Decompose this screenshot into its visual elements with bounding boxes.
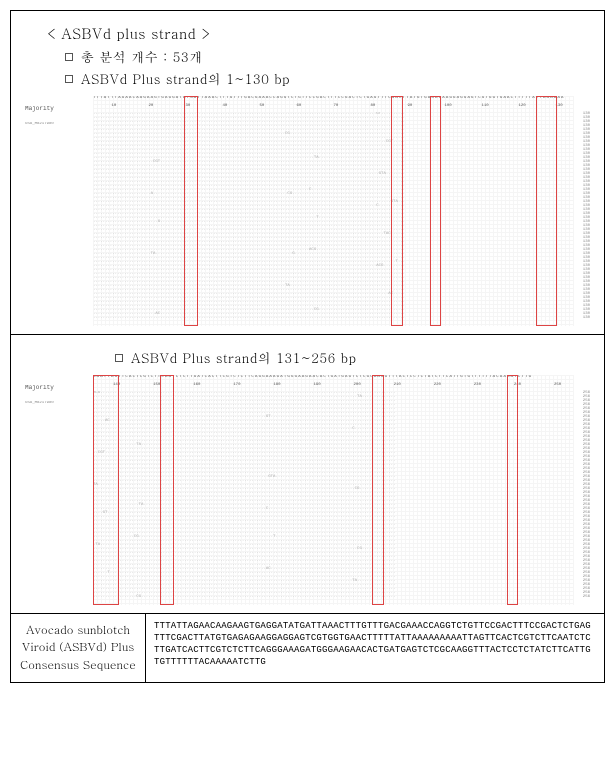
section-title: < ASBVd plus strand > bbox=[47, 23, 590, 43]
bullet-range-2: ASBVd Plus strand의 131~256 bp bbox=[115, 348, 590, 367]
consensus-row-1: TTTATTTAGAACAAGAAGTGAGGATATGATTAAACTTTGT… bbox=[93, 96, 574, 104]
panel-mid: ASBVd Plus strand의 131~256 bp Majority U… bbox=[11, 335, 604, 614]
right-nums-2: 2562562562562562562562562562562562562562… bbox=[574, 375, 590, 605]
ruler-1: 102030405060708090100110120130 bbox=[93, 104, 574, 110]
alignment-grid-1: TTTATTTAGAACAAGAAGTGAGGATATGATTAAACTTTGT… bbox=[93, 96, 574, 326]
bullet-count: 총 분석 개수 : 53개 bbox=[65, 47, 590, 66]
row-labels-2: Majority USA_M8217980USA_J68917_STR1DUSA… bbox=[25, 375, 93, 605]
bullet-icon bbox=[65, 75, 73, 83]
dotfield-1: ........................................… bbox=[93, 112, 574, 326]
bullet-range-1: ASBVd Plus strand의 1~130 bp bbox=[65, 69, 590, 88]
alignment-2: Majority USA_M8217980USA_J68917_STR1DUSA… bbox=[25, 375, 590, 605]
document-frame: < ASBVd plus strand > 총 분석 개수 : 53개 ASBV… bbox=[10, 10, 605, 683]
bullet-icon bbox=[65, 53, 73, 61]
consensus-table: Avocado sunblotch Viroid (ASBVd) Plus Co… bbox=[11, 614, 604, 682]
alignment-1: Majority USA_M8217980USA_J68917_STR1DUSA… bbox=[25, 96, 590, 326]
panel-top: < ASBVd plus strand > 총 분석 개수 : 53개 ASBV… bbox=[11, 11, 604, 335]
consensus-sequence-cell: TTTATTAGAACAAGAAGTGAGGATATGATTAAACTTTGTT… bbox=[146, 614, 604, 682]
alignment-grid-2: AAATTAGTTCACTCGTCTTCAATCTCTTGATCACTTCGTC… bbox=[93, 375, 574, 605]
bullet-icon bbox=[115, 354, 123, 362]
row-labels-1: Majority USA_M8217980USA_J68917_STR1DUSA… bbox=[25, 96, 93, 326]
right-nums-1: 1301301301301301301301301301301301301301… bbox=[574, 96, 590, 326]
consensus-label-cell: Avocado sunblotch Viroid (ASBVd) Plus Co… bbox=[11, 614, 146, 682]
